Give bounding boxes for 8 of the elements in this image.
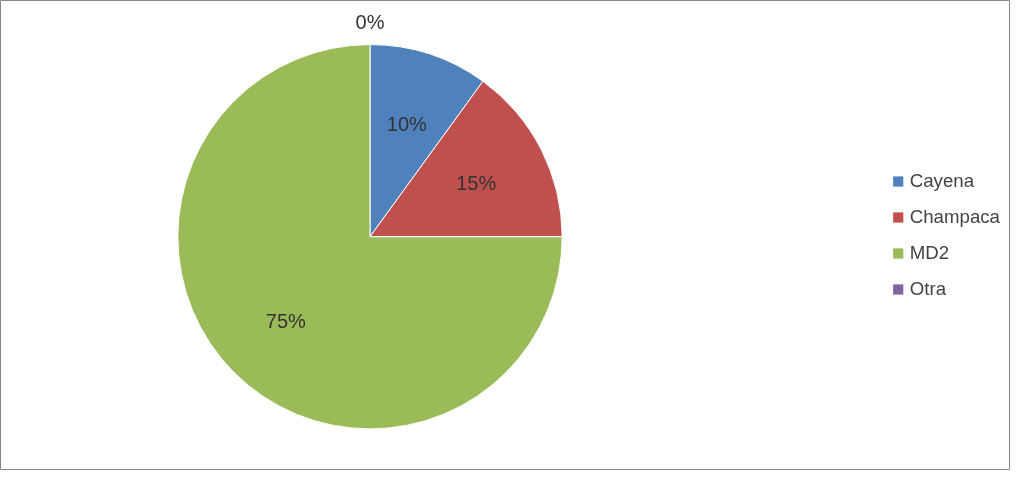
legend-label: Cayena [909,170,975,192]
data-label: 15% [456,171,497,194]
data-label: 10% [386,112,428,135]
legend-label: Champaca [909,206,1000,228]
legend-label: Otra [909,278,947,300]
legend-label: MD2 [909,242,950,264]
data-label: 75% [265,309,307,332]
text: 0% [355,10,385,33]
